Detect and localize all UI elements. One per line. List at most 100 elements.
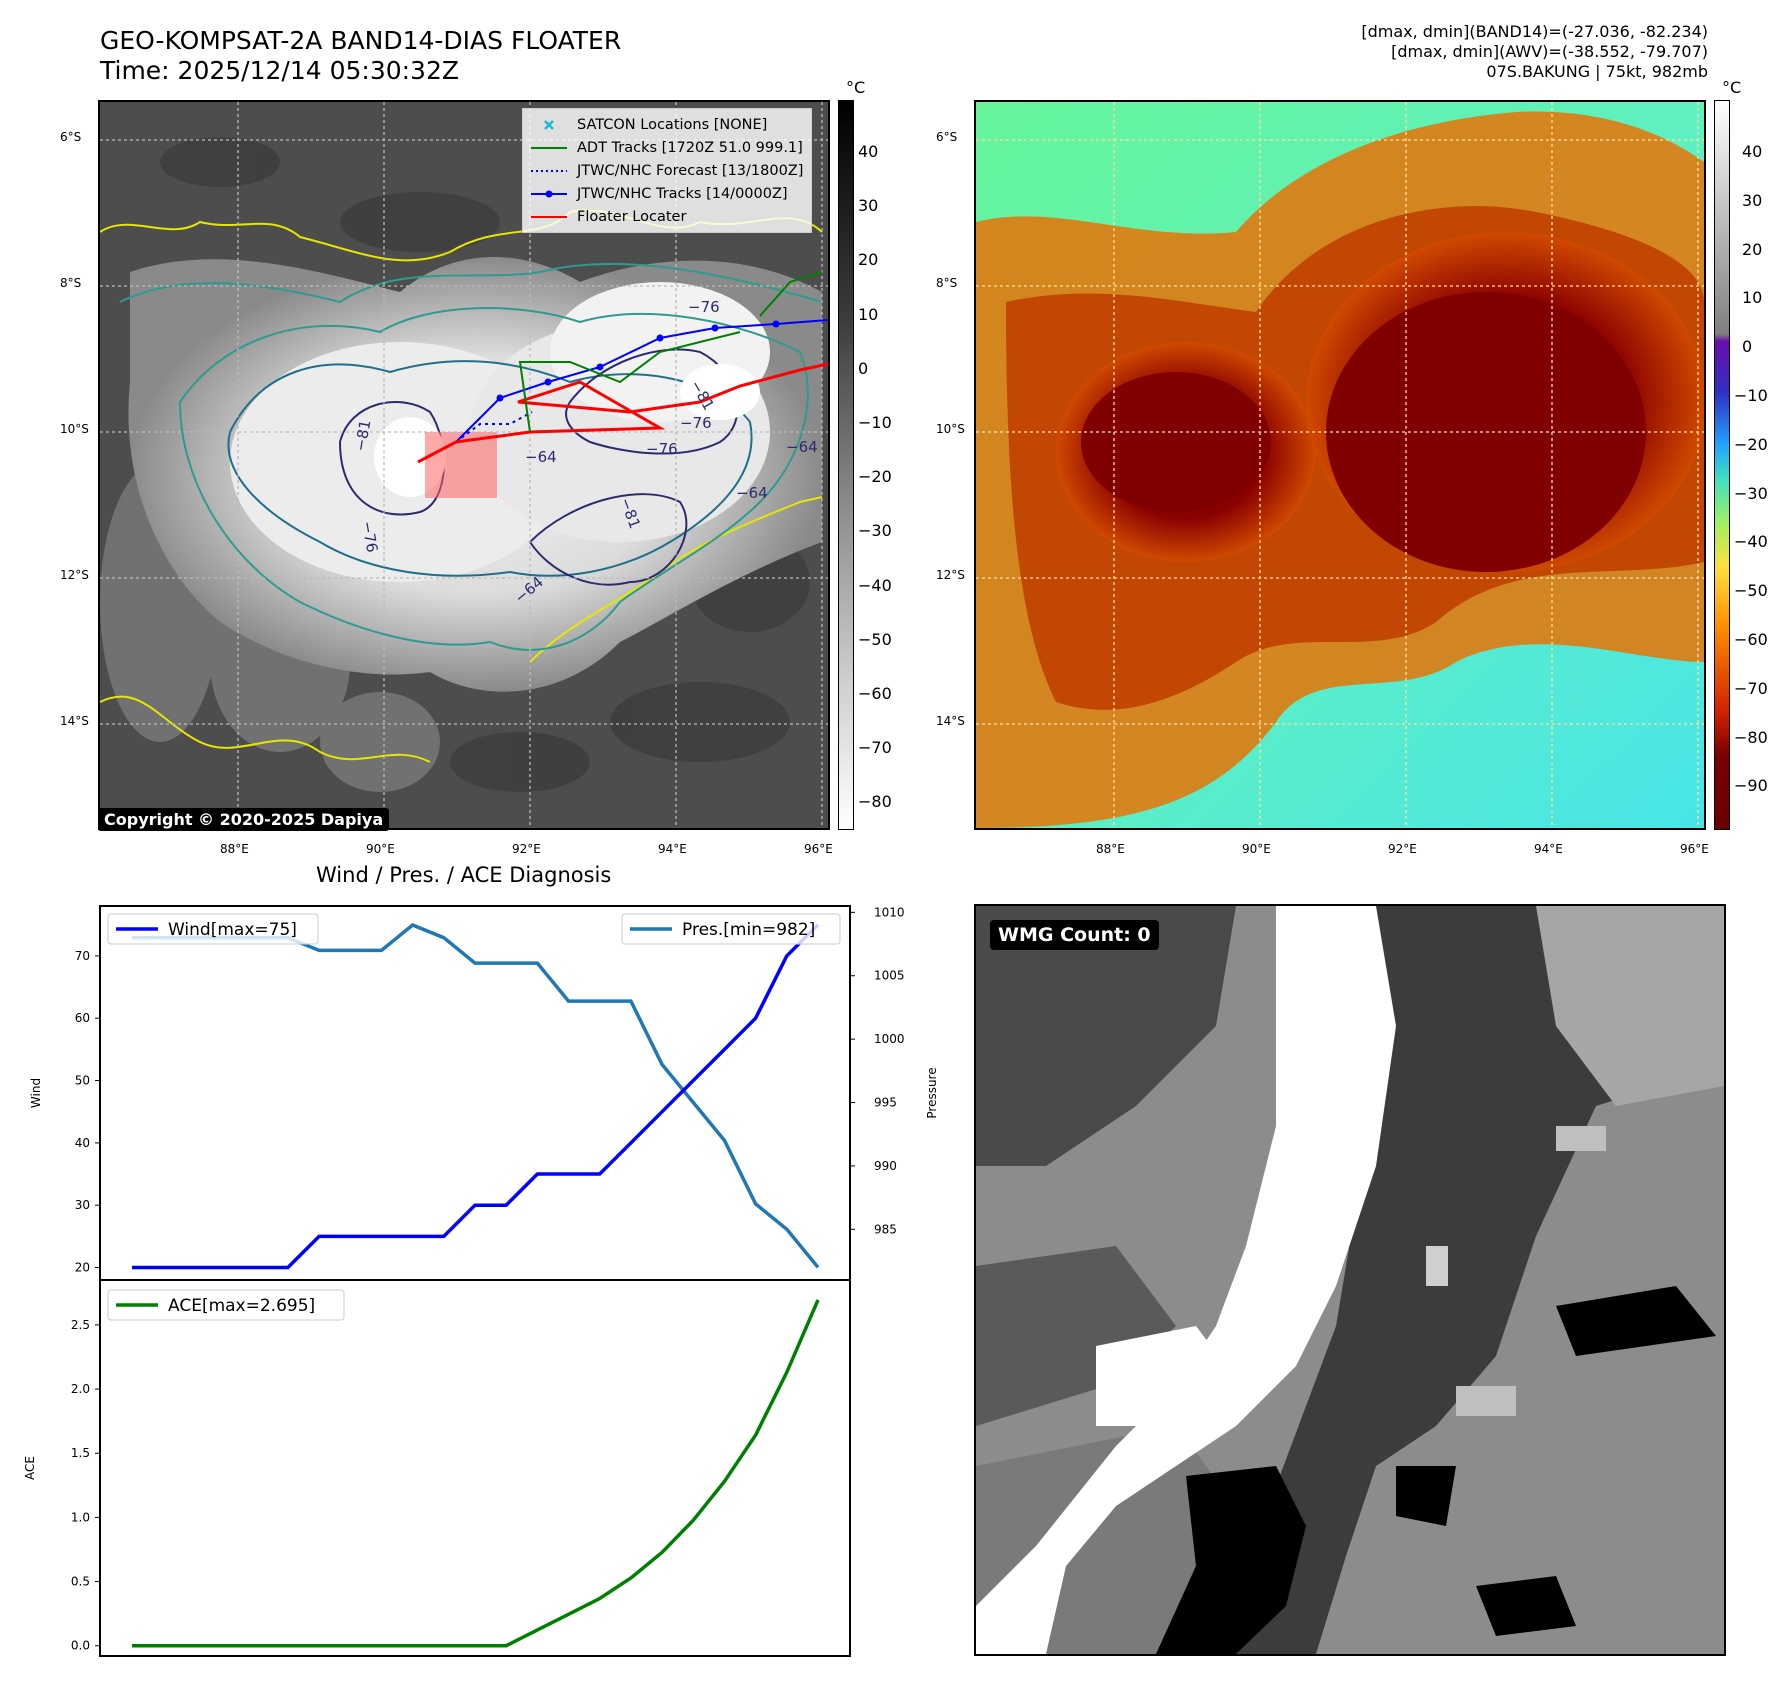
copyright-badge: Copyright © 2020-2025 Dapiya bbox=[98, 808, 390, 831]
figure-title: GEO-KOMPSAT-2A BAND14-DIAS FLOATER Time: … bbox=[100, 26, 621, 86]
solid-line-icon bbox=[531, 142, 567, 154]
wind-series-line bbox=[132, 923, 820, 1270]
lat-label: 12°S bbox=[936, 568, 965, 582]
colorbar-tick-label: −10 bbox=[858, 413, 892, 432]
lon-label: 92°E bbox=[1388, 842, 1417, 856]
contour-label: −81 bbox=[351, 418, 374, 452]
pressure-tick-label: 1000 bbox=[874, 1032, 905, 1046]
lat-label: 12°S bbox=[60, 568, 89, 582]
lon-label: 94°E bbox=[1534, 842, 1563, 856]
colorbar-tick-label: −30 bbox=[858, 521, 892, 541]
wmg-count-badge: WMG Count: 0 bbox=[990, 920, 1159, 950]
lon-label: 96°E bbox=[804, 842, 833, 856]
colorbar-tick-label: −20 bbox=[858, 467, 892, 487]
pressure-tick-label: 985 bbox=[874, 1222, 897, 1236]
colorbar-tick-label: −50 bbox=[1734, 581, 1768, 601]
colorbar-tick-label: −60 bbox=[858, 684, 892, 703]
diagnosis-chart: 20 30 40 50 60 70 985 990 995 1000 1005 1010 Wind Pre… bbox=[23, 905, 939, 1657]
lon-label: 90°E bbox=[1242, 842, 1271, 856]
legend-label: ADT Tracks [1720Z 51.0 999.1] bbox=[577, 139, 803, 156]
ace-tick-label: 2.5 bbox=[71, 1318, 90, 1332]
title-line-2: Time: 2025/12/14 05:30:32Z bbox=[100, 56, 459, 85]
colorbar-tick-label: −70 bbox=[858, 738, 892, 758]
colorbar-tick-label: −40 bbox=[1734, 532, 1768, 552]
ace-tick-label: 0.0 bbox=[71, 1639, 90, 1653]
lat-label: 8°S bbox=[60, 276, 82, 290]
wmg-imagery bbox=[976, 906, 1724, 1654]
pressure-legend-label: Pres.[min=982] bbox=[682, 920, 815, 940]
legend-item-tracks: JTWC/NHC Tracks [14/0000Z] bbox=[531, 182, 803, 205]
legend-label: Floater Locater bbox=[577, 208, 687, 225]
legend-item-forecast: JTWC/NHC Forecast [13/1800Z] bbox=[531, 159, 803, 182]
lat-label: 6°S bbox=[936, 130, 958, 144]
colorbar-tick-label: 20 bbox=[858, 250, 879, 270]
lat-label: 6°S bbox=[60, 130, 82, 144]
lat-label: 8°S bbox=[936, 276, 958, 290]
colorbar-tick-label: −80 bbox=[858, 792, 892, 812]
legend-item-adt: ADT Tracks [1720Z 51.0 999.1] bbox=[531, 136, 803, 159]
ir-legend: SATCON Locations [NONE] ADT Tracks [1720… bbox=[522, 108, 813, 233]
legend-label: SATCON Locations [NONE] bbox=[577, 116, 768, 133]
colorbar-tick-label: −10 bbox=[1734, 386, 1768, 405]
lat-label: 14°S bbox=[60, 714, 89, 728]
ir-colorbar bbox=[838, 100, 854, 830]
legend-item-satcon: SATCON Locations [NONE] bbox=[531, 113, 803, 136]
lon-label: 96°E bbox=[1680, 842, 1709, 856]
contour-label: −64 bbox=[786, 438, 818, 456]
lat-label: 10°S bbox=[60, 422, 89, 436]
contour-label: −64 bbox=[525, 448, 557, 466]
ace-tick-label: 1.0 bbox=[71, 1510, 90, 1524]
diagnosis-title: Wind / Pres. / ACE Diagnosis bbox=[316, 863, 612, 887]
colorbar-tick-label: −40 bbox=[858, 575, 892, 595]
wv-colorbar-unit: °C bbox=[1722, 78, 1742, 97]
ace-tick-label: 0.5 bbox=[71, 1575, 90, 1589]
colorbar-tick-label: 0 bbox=[1742, 337, 1753, 357]
stat-line-1: [dmax, dmin](BAND14)=(-27.036, -82.234) bbox=[1361, 22, 1708, 41]
contour-label: −76 bbox=[688, 298, 720, 316]
stats-header: [dmax, dmin](BAND14)=(-27.036, -82.234) … bbox=[1361, 22, 1708, 82]
stat-line-2: [dmax, dmin](AWV)=(-38.552, -79.707) bbox=[1391, 42, 1708, 61]
colorbar-tick-label: 30 bbox=[858, 196, 879, 216]
ace-axis-label: ACE bbox=[23, 1456, 37, 1480]
x-marker-icon bbox=[531, 119, 567, 131]
ace-series-line bbox=[132, 1299, 820, 1648]
wind-tick-label: 50 bbox=[75, 1074, 90, 1088]
colorbar-tick-label: 0 bbox=[858, 358, 869, 378]
dot-line-icon bbox=[531, 188, 567, 200]
ir-imagery: −76 −76 −76 −76 −64 −64 −64 −81 −81 −81 … bbox=[100, 102, 828, 828]
colorbar-tick-label: −60 bbox=[1734, 630, 1768, 649]
lon-label: 94°E bbox=[658, 842, 687, 856]
legend-item-floater: Floater Locater bbox=[531, 205, 803, 228]
ace-legend-box bbox=[107, 1289, 345, 1321]
pressure-tick-label: 1005 bbox=[874, 969, 905, 983]
colorbar-tick-label: −70 bbox=[1734, 678, 1768, 698]
legend-label: JTWC/NHC Forecast [13/1800Z] bbox=[577, 162, 804, 179]
wv-imagery bbox=[976, 102, 1704, 828]
wind-legend-label: Wind[max=75] bbox=[168, 920, 297, 940]
pressure-tick-label: 995 bbox=[874, 1096, 897, 1110]
contour-label: −76 bbox=[358, 520, 381, 554]
lon-label: 90°E bbox=[366, 842, 395, 856]
legend-label: JTWC/NHC Tracks [14/0000Z] bbox=[577, 185, 788, 202]
ace-tick-label: 1.5 bbox=[71, 1446, 90, 1460]
wind-tick-label: 70 bbox=[75, 949, 90, 963]
contour-label: −64 bbox=[736, 484, 768, 502]
colorbar-tick-label: −50 bbox=[858, 629, 892, 649]
pressure-tick-label: 990 bbox=[874, 1159, 897, 1173]
ace-legend-label: ACE[max=2.695] bbox=[168, 1296, 315, 1316]
dotted-line-icon bbox=[531, 165, 567, 177]
colorbar-tick-label: 20 bbox=[1742, 239, 1763, 259]
wind-axis-label: Wind bbox=[29, 1078, 43, 1108]
wind-tick-label: 20 bbox=[75, 1261, 90, 1275]
ace-tick-label: 2.0 bbox=[71, 1382, 90, 1396]
colorbar-tick-label: 40 bbox=[858, 142, 879, 161]
title-line-1: GEO-KOMPSAT-2A BAND14-DIAS FLOATER bbox=[100, 26, 622, 55]
colorbar-tick-label: 30 bbox=[1742, 190, 1763, 210]
colorbar-tick-label: −20 bbox=[1734, 434, 1768, 454]
wind-tick-label: 40 bbox=[75, 1136, 90, 1150]
colorbar-tick-label: 10 bbox=[1742, 288, 1763, 308]
pressure-legend-box bbox=[621, 913, 841, 945]
pressure-tick-label: 1010 bbox=[874, 905, 905, 919]
wind-legend-box bbox=[107, 913, 319, 945]
contour-label: −76 bbox=[646, 440, 678, 458]
